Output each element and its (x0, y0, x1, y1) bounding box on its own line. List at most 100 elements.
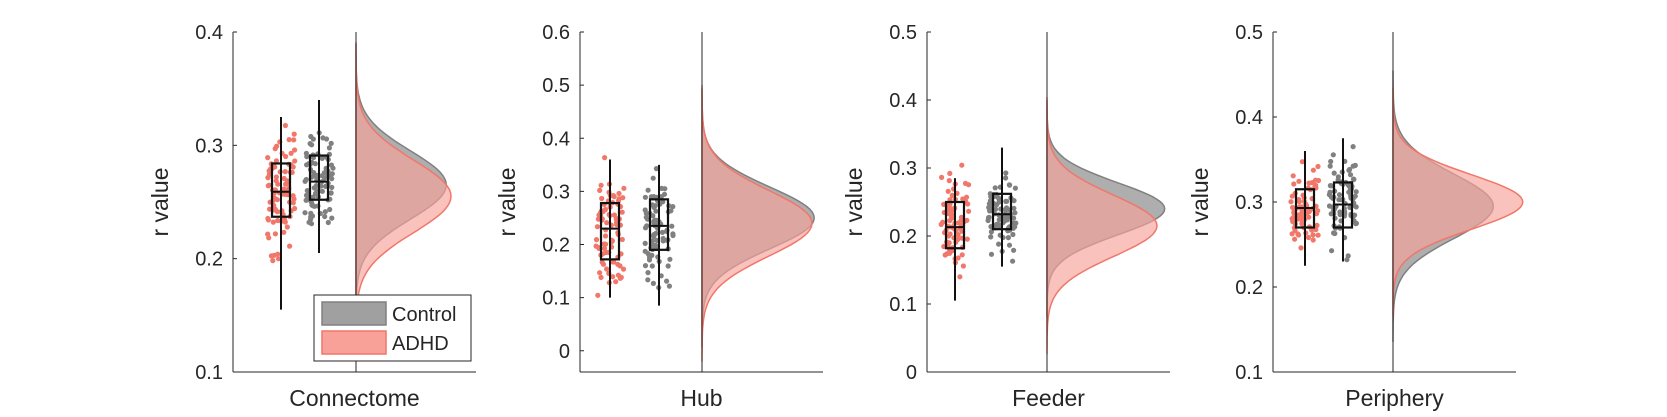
data-point-adhd (275, 256, 282, 262)
box-adhd (944, 200, 966, 250)
data-point-control (670, 232, 676, 239)
data-point-adhd (959, 162, 965, 168)
density-adhd (701, 84, 813, 362)
y-tick-label: 0 (906, 362, 917, 384)
data-point-adhd (1305, 234, 1312, 241)
data-point-control (665, 263, 671, 269)
data-point-control (1332, 230, 1338, 237)
box-control (648, 198, 670, 251)
data-point-control (996, 217, 1002, 223)
data-point-control (1012, 185, 1019, 191)
data-point-control (988, 234, 994, 240)
data-point-control (1004, 198, 1010, 204)
data-point-adhd (270, 258, 276, 264)
data-point-adhd (1290, 204, 1296, 211)
data-point-control (642, 263, 649, 269)
data-point-adhd (1306, 214, 1312, 220)
data-point-adhd (283, 153, 289, 160)
data-point-control (329, 215, 335, 221)
data-point-adhd (613, 279, 619, 285)
data-point-adhd (1299, 221, 1305, 227)
data-point-adhd (615, 261, 621, 267)
y-axis-title: r value (841, 167, 867, 236)
data-point-control (645, 277, 651, 283)
data-point-adhd (265, 215, 271, 222)
data-point-control (303, 150, 309, 156)
y-tick-label: 0.2 (542, 235, 570, 257)
data-point-control (1336, 192, 1343, 198)
data-point-adhd (1291, 181, 1297, 187)
data-point-control (1346, 167, 1352, 173)
data-point-adhd (286, 137, 292, 143)
data-point-adhd (945, 188, 951, 194)
data-point-adhd (597, 270, 603, 276)
data-point-control (326, 145, 332, 151)
data-point-adhd (957, 274, 963, 280)
data-point-control (327, 206, 333, 213)
data-point-adhd (595, 292, 601, 298)
data-point-adhd (287, 243, 293, 249)
data-point-control (323, 136, 330, 142)
y-tick-label: 0.2 (195, 249, 223, 271)
data-point-control (650, 280, 657, 286)
y-tick-label: 0.5 (1235, 22, 1263, 44)
data-point-control (1005, 214, 1011, 220)
data-point-adhd (1314, 222, 1320, 228)
data-point-control (307, 141, 313, 147)
data-point-adhd (593, 243, 599, 249)
data-point-control (642, 240, 648, 246)
data-point-adhd (282, 169, 288, 175)
data-point-adhd (275, 181, 281, 187)
data-point-adhd (947, 170, 953, 176)
data-point-control (992, 185, 998, 191)
data-point-adhd (1289, 193, 1295, 199)
y-tick-label: 0.4 (889, 90, 917, 112)
data-point-adhd (1289, 231, 1295, 237)
data-point-control (650, 242, 656, 248)
data-point-control (664, 278, 670, 284)
data-point-adhd (1296, 214, 1302, 220)
legend: Control ADHD (313, 294, 472, 362)
panel-periphery: 0.1 0.2 0.3 0.4 0.5 Periphery r value (1187, 22, 1524, 411)
data-point-adhd (938, 221, 944, 227)
data-point-adhd (272, 231, 278, 237)
data-point-control (1351, 176, 1357, 182)
data-point-control (1005, 235, 1012, 241)
data-point-control (1352, 212, 1358, 218)
box-adhd (270, 162, 292, 218)
data-point-control (304, 188, 310, 194)
data-point-adhd (273, 174, 279, 180)
data-point-control (670, 204, 676, 210)
panel-feeder: 0 0.1 0.2 0.3 0.4 0.5 Feeder r value (841, 22, 1170, 411)
data-point-adhd (265, 155, 271, 161)
data-point-control (986, 204, 992, 211)
data-point-control (643, 210, 649, 216)
data-point-adhd (960, 263, 967, 269)
data-point-control (1327, 183, 1333, 189)
data-point-adhd (599, 195, 605, 202)
data-point-control (1011, 205, 1017, 211)
data-point-adhd (292, 158, 298, 164)
data-point-control (1328, 158, 1334, 165)
y-tick-label: 0.4 (1235, 107, 1263, 129)
data-point-control (1010, 231, 1016, 238)
data-point-control (308, 210, 314, 216)
data-point-adhd (939, 174, 945, 180)
data-point-control (302, 210, 308, 216)
box-control (991, 192, 1013, 231)
data-point-adhd (598, 182, 604, 188)
data-point-control (649, 263, 655, 269)
data-point-control (1327, 163, 1333, 169)
data-point-control (1347, 172, 1354, 178)
data-point-adhd (594, 224, 601, 230)
data-point-control (306, 219, 312, 225)
data-point-adhd (284, 224, 290, 230)
data-point-control (645, 270, 651, 276)
data-point-adhd (964, 236, 970, 242)
data-point-adhd (611, 212, 618, 218)
data-point-control (329, 176, 335, 182)
data-point-control (1345, 182, 1352, 188)
data-point-adhd (1306, 180, 1312, 186)
y-tick-label: 0.2 (1235, 277, 1263, 299)
